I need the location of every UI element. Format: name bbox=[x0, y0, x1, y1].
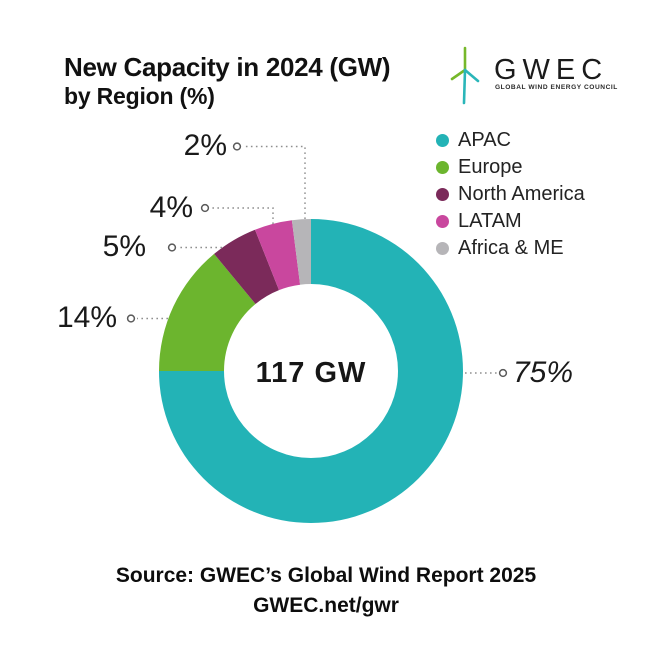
legend-swatch-africa-me bbox=[436, 242, 449, 255]
legend-swatch-europe bbox=[436, 161, 449, 174]
callout-marker-apac bbox=[498, 368, 508, 378]
gwec-logo-tagline: GLOBAL WIND ENERGY COUNCIL bbox=[495, 84, 618, 91]
legend-item-north-america: North America bbox=[436, 181, 585, 208]
callout-label-apac: 75% bbox=[513, 356, 574, 389]
callout-marker-latam bbox=[200, 203, 210, 213]
callout-marker-africa-me bbox=[232, 142, 242, 151]
legend-item-africa-me: Africa & ME bbox=[436, 235, 585, 262]
callout-label-latam: 4% bbox=[149, 191, 193, 224]
gwec-logo-wordmark: GWEC bbox=[494, 54, 609, 86]
wind-turbine-icon bbox=[450, 46, 480, 105]
source-text: Source: GWEC’s Global Wind Report 2025 bbox=[115, 564, 537, 587]
legend-swatch-apac bbox=[436, 134, 449, 147]
chart-title-line1: New Capacity in 2024 (GW) bbox=[64, 52, 391, 82]
source-url: GWEC.net/gwr bbox=[253, 594, 399, 617]
donut-segment-europe bbox=[159, 253, 256, 371]
source-block: Source: GWEC’s Global Wind Report 2025 G… bbox=[0, 561, 652, 621]
donut-segment-apac bbox=[159, 219, 463, 523]
callout-leader-africa-me bbox=[243, 145, 306, 219]
legend-label-latam: LATAM bbox=[458, 210, 522, 232]
callout-leader-latam bbox=[211, 207, 274, 224]
callout-marker-north-america bbox=[167, 243, 177, 252]
donut-segment-north-america bbox=[214, 229, 279, 304]
callout-label-africa-me: 2% bbox=[183, 129, 227, 162]
legend-item-apac: APAC bbox=[436, 127, 585, 154]
legend-swatch-latam bbox=[436, 215, 449, 228]
legend-swatch-north-america bbox=[436, 188, 449, 201]
callout-label-north-america: 5% bbox=[102, 230, 146, 263]
chart-title-block: New Capacity in 2024 (GW) by Region (%) bbox=[64, 52, 391, 110]
legend-label-africa-me: Africa & ME bbox=[458, 237, 564, 259]
chart-legend: APAC Europe North America LATAM Africa & ME bbox=[436, 127, 585, 262]
donut-segment-africa-me bbox=[291, 219, 311, 285]
legend-item-europe: Europe bbox=[436, 154, 585, 181]
legend-label-europe: Europe bbox=[458, 156, 523, 178]
donut-segment-latam bbox=[255, 220, 301, 291]
legend-label-north-america: North America bbox=[458, 183, 585, 205]
donut-center-total: 117 GW bbox=[255, 357, 367, 389]
callout-marker-europe bbox=[126, 314, 136, 323]
chart-title-line2: by Region (%) bbox=[64, 82, 215, 109]
legend-label-apac: APAC bbox=[458, 129, 511, 151]
callout-label-europe: 14% bbox=[56, 301, 117, 334]
legend-item-latam: LATAM bbox=[436, 208, 585, 235]
